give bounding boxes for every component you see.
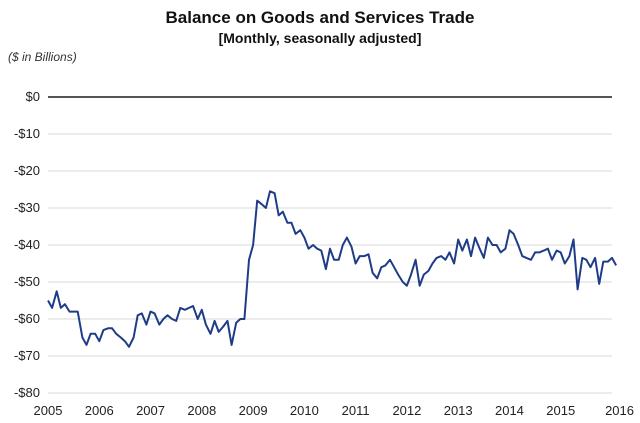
y-tick-label: -$80 xyxy=(14,385,40,400)
chart-subtitle: [Monthly, seasonally adjusted] xyxy=(218,30,422,46)
y-axis-label: ($ in Billions) xyxy=(8,50,77,64)
gridlines xyxy=(48,96,612,394)
x-tick-label: 2008 xyxy=(187,403,216,418)
y-tick-label: -$10 xyxy=(14,126,40,141)
y-tick-label: -$20 xyxy=(14,163,40,178)
x-tick-label: 2016 xyxy=(605,403,634,418)
x-tick-label: 2011 xyxy=(342,403,370,418)
y-tick-label: $0 xyxy=(26,89,40,104)
x-tick-label: 2013 xyxy=(444,403,473,418)
chart-title: Balance on Goods and Services Trade xyxy=(165,8,475,27)
series-group xyxy=(47,190,617,348)
x-tick-label: 2012 xyxy=(392,403,421,418)
x-tick-label: 2006 xyxy=(85,403,114,418)
x-tick-label: 2014 xyxy=(495,403,524,418)
x-tick-label: 2010 xyxy=(290,403,319,418)
x-tick-label: 2005 xyxy=(34,403,63,418)
x-tick-label: 2007 xyxy=(136,403,165,418)
x-tick-label: 2009 xyxy=(239,403,268,418)
x-axis-ticks: 2005 2006 2007 2008 2009 2010 2011 2012 2013 2014… xyxy=(34,403,634,418)
y-tick-label: -$40 xyxy=(14,237,40,252)
x-tick-label: 2015 xyxy=(546,403,575,418)
trade-balance-line xyxy=(47,190,617,348)
y-tick-label: -$70 xyxy=(14,348,40,363)
y-tick-label: -$50 xyxy=(14,274,40,289)
y-tick-label: -$30 xyxy=(14,200,40,215)
y-axis-ticks: $0 -$10 -$20 -$30 -$40 -$50 -$60 -$70 -$80 xyxy=(14,89,40,400)
y-tick-label: -$60 xyxy=(14,311,40,326)
